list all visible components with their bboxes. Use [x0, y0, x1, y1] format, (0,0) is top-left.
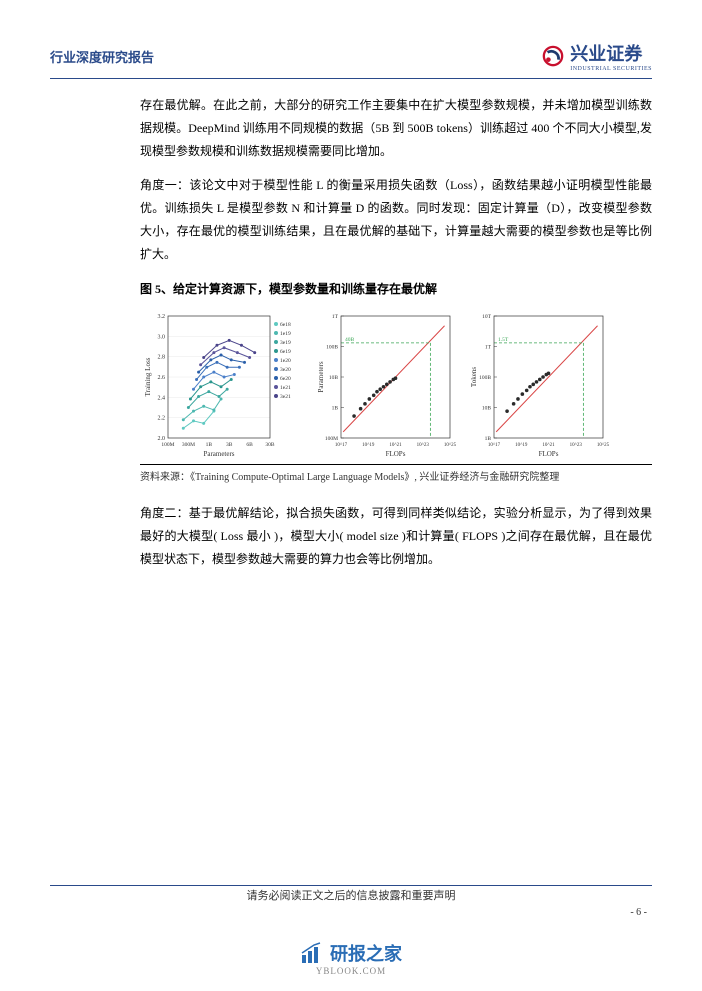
svg-text:2.2: 2.2	[158, 416, 166, 422]
svg-text:6e19: 6e19	[280, 349, 291, 355]
chart-tokens-flops: 1B 10B 100B 1T 10T 10^17 10^19 10^21 10^23 10^25 1…	[466, 308, 611, 458]
svg-text:3.2: 3.2	[158, 314, 166, 320]
svg-text:300M: 300M	[182, 442, 195, 448]
svg-text:Training Loss: Training Loss	[144, 358, 152, 397]
svg-text:FLOPs: FLOPs	[386, 450, 406, 458]
paragraph-3: 角度二：基于最优解结论，拟合损失函数，可得到同样类似结论，实验分析显示，为了得到…	[140, 502, 652, 570]
footer-disclaimer: 请务必阅读正文之后的信息披露和重要声明	[0, 887, 702, 903]
figure-title: 图 5、给定计算资源下，模型参数量和训练量存在最优解	[140, 278, 652, 301]
svg-text:10T: 10T	[482, 314, 492, 320]
svg-text:3.0: 3.0	[158, 335, 166, 341]
svg-text:1e20: 1e20	[280, 358, 291, 364]
svg-text:10^17: 10^17	[488, 443, 501, 448]
svg-text:100M: 100M	[161, 442, 174, 448]
svg-text:1.5T: 1.5T	[498, 337, 509, 343]
brand-logo-icon	[542, 45, 564, 67]
svg-text:1B: 1B	[332, 406, 339, 412]
svg-text:30B: 30B	[265, 442, 275, 448]
svg-text:FLOPs: FLOPs	[539, 450, 559, 458]
svg-text:100B: 100B	[326, 345, 338, 351]
svg-text:6e18: 6e18	[280, 322, 291, 328]
footer-divider	[50, 885, 652, 886]
header-brand: 兴业证券 INDUSTRIAL SECURITIES	[542, 40, 652, 72]
svg-text:10B: 10B	[329, 375, 339, 381]
chart-training-loss: 2.02.22.42.62.83.03.2100M300M1B3B6B30B6e…	[140, 308, 305, 458]
svg-text:1e21: 1e21	[280, 385, 291, 391]
page-container: 行业深度研究报告 兴业证券 INDUSTRIAL SECURITIES 存在最优…	[0, 0, 702, 991]
header-category: 行业深度研究报告	[50, 47, 154, 66]
page-header: 行业深度研究报告 兴业证券 INDUSTRIAL SECURITIES	[50, 40, 652, 79]
svg-text:10^19: 10^19	[515, 443, 528, 448]
paragraph-2: 角度一：该论文中对于模型性能 L 的衡量采用损失函数（Loss），函数结果越小证…	[140, 174, 652, 265]
svg-text:1T: 1T	[332, 314, 339, 320]
watermark-logo-icon	[300, 941, 324, 965]
svg-text:10^25: 10^25	[444, 443, 457, 448]
svg-text:Parameters: Parameters	[317, 362, 325, 393]
svg-text:6B: 6B	[246, 442, 253, 448]
svg-text:2.4: 2.4	[158, 396, 166, 402]
svg-text:10^21: 10^21	[542, 443, 555, 448]
content-body: 存在最优解。在此之前，大部分的研究工作主要集中在扩大模型参数规模，并未增加模型训…	[140, 94, 652, 571]
svg-text:3e20: 3e20	[280, 367, 291, 373]
brand-name: 兴业证券	[570, 40, 652, 66]
svg-text:10^23: 10^23	[570, 443, 583, 448]
svg-text:100M: 100M	[325, 436, 338, 442]
watermark: 研报之家 YBLOOK.COM	[0, 940, 702, 976]
watermark-url: YBLOOK.COM	[316, 966, 386, 976]
svg-text:3e19: 3e19	[280, 340, 291, 346]
brand-text-wrap: 兴业证券 INDUSTRIAL SECURITIES	[570, 40, 652, 72]
svg-text:Tokens: Tokens	[470, 367, 478, 387]
svg-text:1T: 1T	[485, 345, 492, 351]
svg-text:3B: 3B	[226, 442, 233, 448]
brand-sub: INDUSTRIAL SECURITIES	[570, 66, 652, 72]
paragraph-1: 存在最优解。在此之前，大部分的研究工作主要集中在扩大模型参数规模，并未增加模型训…	[140, 94, 652, 162]
charts-container: 2.02.22.42.62.83.03.2100M300M1B3B6B30B6e…	[140, 308, 652, 458]
figure-source: 资料来源：《Training Compute-Optimal Large Lan…	[140, 464, 652, 487]
chart-parameters-flops: 100M 1B 10B 100B 1T 10^17 10^19 10^21 10^23 10^25…	[313, 308, 458, 458]
svg-text:10^23: 10^23	[417, 443, 430, 448]
svg-text:Parameters: Parameters	[203, 450, 234, 458]
svg-text:1B: 1B	[206, 442, 213, 448]
svg-text:10B: 10B	[482, 406, 492, 412]
svg-text:6e20: 6e20	[280, 376, 291, 382]
svg-text:100B: 100B	[479, 375, 491, 381]
watermark-top: 研报之家	[300, 940, 402, 966]
svg-text:2.8: 2.8	[158, 355, 166, 361]
svg-text:40B: 40B	[345, 337, 355, 343]
watermark-text: 研报之家	[330, 940, 402, 966]
svg-text:10^19: 10^19	[362, 443, 375, 448]
svg-text:2.6: 2.6	[158, 375, 166, 381]
svg-text:10^21: 10^21	[389, 443, 402, 448]
svg-text:1e19: 1e19	[280, 331, 291, 337]
svg-text:3e21: 3e21	[280, 394, 291, 400]
svg-text:10^25: 10^25	[597, 443, 610, 448]
page-number: - 6 -	[630, 907, 647, 918]
svg-text:10^17: 10^17	[335, 443, 348, 448]
svg-text:1B: 1B	[485, 436, 492, 442]
